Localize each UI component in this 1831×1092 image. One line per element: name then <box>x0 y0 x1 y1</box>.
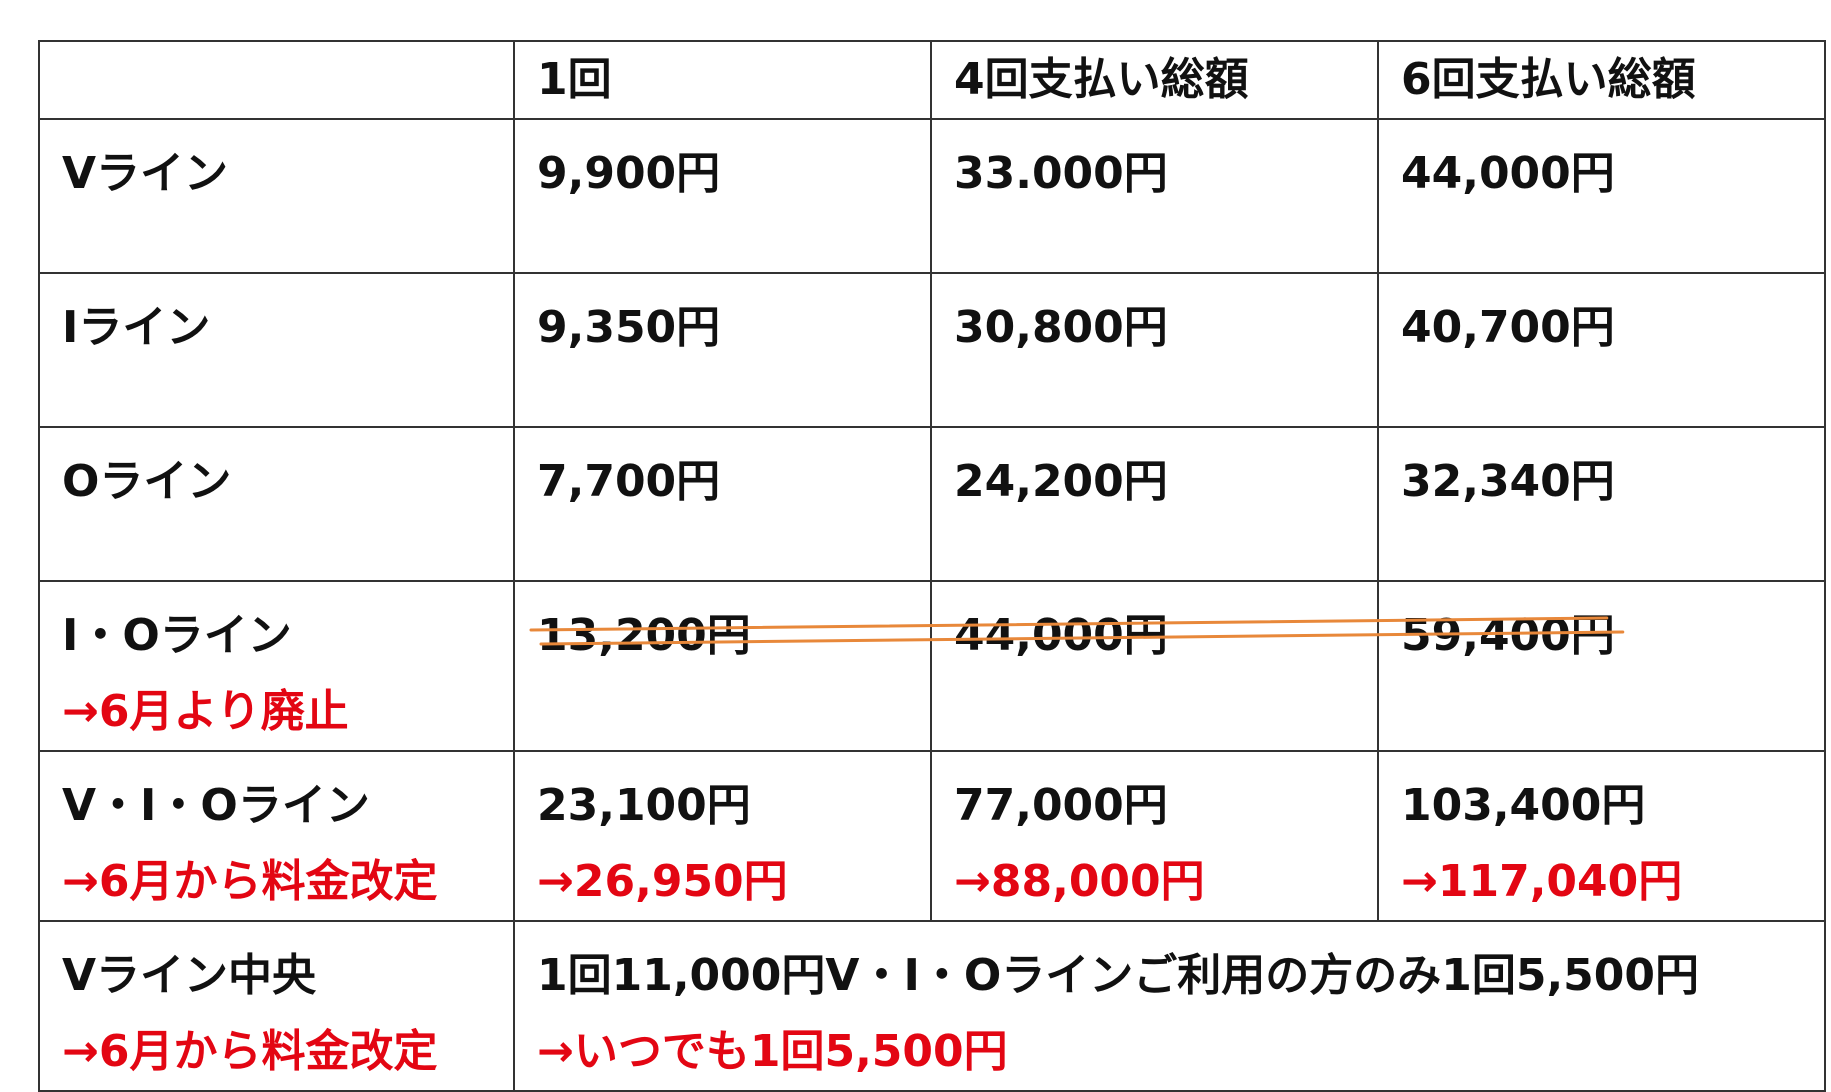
price-revision-note: →6月から料金改定 <box>62 856 438 907</box>
price-six: 103,400円 <box>1401 780 1646 831</box>
price-once-cell: 9,900円 <box>513 118 932 274</box>
row-name: Oライン <box>62 456 232 507</box>
row-name-cell: Oライン <box>38 426 515 582</box>
header-six-cell: 6回支払い総額 <box>1377 40 1826 120</box>
table-row-v-line: Vライン 9,900円 33.000円 44,000円 <box>38 118 1826 274</box>
header-corner-cell <box>38 40 515 120</box>
price-once: 9,900円 <box>537 148 721 199</box>
price-six: 40,700円 <box>1401 302 1615 353</box>
price-six-cell: 59,400円 <box>1377 580 1826 752</box>
price-four-cell: 44,000円 <box>930 580 1379 752</box>
price-four: 24,200円 <box>954 456 1168 507</box>
price-once-cell: 9,350円 <box>513 272 932 428</box>
price-six-cell: 44,000円 <box>1377 118 1826 274</box>
header-row: 1回 4回支払い総額 6回支払い総額 <box>38 40 1826 120</box>
price-four-cell: 30,800円 <box>930 272 1379 428</box>
struck-price-six: 59,400円 <box>1401 610 1615 661</box>
header-four-cell: 4回支払い総額 <box>930 40 1379 120</box>
price-once-cell: 13,200円 <box>513 580 932 752</box>
header-once-label: 1回 <box>537 54 612 105</box>
price-four-cell: 33.000円 <box>930 118 1379 274</box>
price-six-cell: 40,700円 <box>1377 272 1826 428</box>
row-name-cell: Vライン中央 →6月から料金改定 <box>38 920 515 1092</box>
price-revision-note: →6月から料金改定 <box>62 1026 438 1077</box>
price-four-cell: 77,000円 →88,000円 <box>930 750 1379 922</box>
merged-price-cell: 1回11,000円V・I・Oラインご利用の方のみ1回5,500円 →いつでも1回… <box>513 920 1826 1092</box>
price-once: 9,350円 <box>537 302 721 353</box>
price-six: 44,000円 <box>1401 148 1615 199</box>
price-once-cell: 7,700円 <box>513 426 932 582</box>
price-once: 7,700円 <box>537 456 721 507</box>
price-new-description: →いつでも1回5,500円 <box>537 1026 1008 1077</box>
table-row-o-line: Oライン 7,700円 24,200円 32,340円 <box>38 426 1826 582</box>
row-name-cell: I・Oライン →6月より廃止 <box>38 580 515 752</box>
price-six: 32,340円 <box>1401 456 1615 507</box>
table-row-v-center-line: Vライン中央 →6月から料金改定 1回11,000円V・I・Oラインご利用の方の… <box>38 920 1826 1092</box>
price-once-cell: 23,100円 →26,950円 <box>513 750 932 922</box>
price-four: 33.000円 <box>954 148 1168 199</box>
table-row-io-line: I・Oライン →6月より廃止 13,200円 44,000円 59,400円 <box>38 580 1826 752</box>
row-name: I・Oライン <box>62 610 292 661</box>
price-four-new: →88,000円 <box>954 856 1205 907</box>
price-description: 1回11,000円V・I・Oラインご利用の方のみ1回5,500円 <box>537 950 1700 1001</box>
row-name-cell: Iライン <box>38 272 515 428</box>
struck-price-four: 44,000円 <box>954 610 1168 661</box>
discontinued-note: →6月より廃止 <box>62 686 349 737</box>
header-four-label: 4回支払い総額 <box>954 54 1249 105</box>
row-name: Vライン中央 <box>62 950 317 1001</box>
price-six-new: →117,040円 <box>1401 856 1683 907</box>
price-four: 30,800円 <box>954 302 1168 353</box>
row-name-cell: Vライン <box>38 118 515 274</box>
price-four: 77,000円 <box>954 780 1168 831</box>
price-table: 1回 4回支払い総額 6回支払い総額 Vライン 9,900円 33.000円 4… <box>38 40 1826 1092</box>
table-row-vio-line: V・I・Oライン →6月から料金改定 23,100円 →26,950円 77,0… <box>38 750 1826 922</box>
row-name: Iライン <box>62 302 211 353</box>
price-once: 23,100円 <box>537 780 751 831</box>
table-row-i-line: Iライン 9,350円 30,800円 40,700円 <box>38 272 1826 428</box>
header-once-cell: 1回 <box>513 40 932 120</box>
price-six-cell: 32,340円 <box>1377 426 1826 582</box>
price-four-cell: 24,200円 <box>930 426 1379 582</box>
price-once-new: →26,950円 <box>537 856 788 907</box>
header-six-label: 6回支払い総額 <box>1401 54 1696 105</box>
row-name-cell: V・I・Oライン →6月から料金改定 <box>38 750 515 922</box>
row-name: Vライン <box>62 148 229 199</box>
row-name: V・I・Oライン <box>62 780 370 831</box>
struck-price-once: 13,200円 <box>537 610 751 661</box>
price-six-cell: 103,400円 →117,040円 <box>1377 750 1826 922</box>
